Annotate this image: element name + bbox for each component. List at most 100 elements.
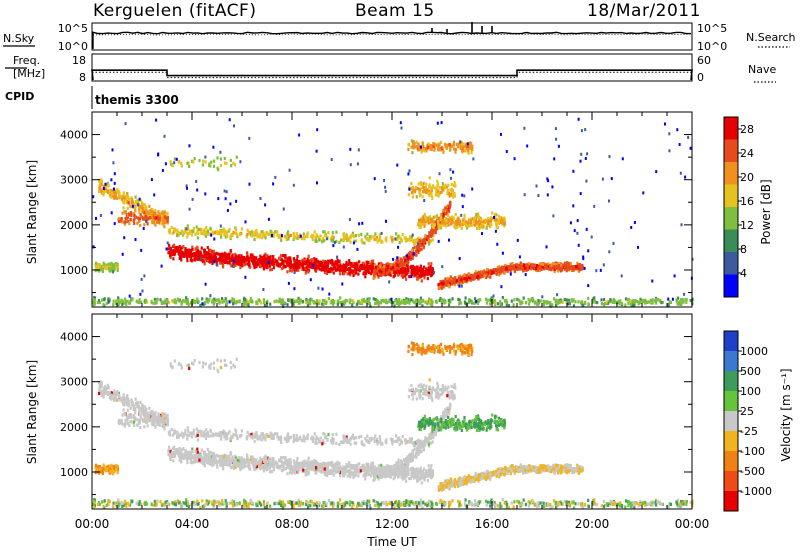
power-noise-cell [576,219,579,223]
power-cell [449,222,452,226]
power-cell [342,300,345,304]
power-cell [501,296,504,300]
power-cell [333,300,336,304]
power-cell [251,299,254,303]
power-cell [412,271,415,275]
power-cell [416,277,419,281]
power-cell [394,263,397,267]
power-cell [379,301,382,305]
power-cell [352,262,355,266]
power-cell [287,235,291,239]
power-cell [454,276,457,280]
power-noise-cell [123,236,126,240]
power-cell [217,300,220,304]
power-cell [408,238,411,242]
power-cell [261,236,264,240]
velocity-cell [130,398,133,402]
power-cell [233,163,236,167]
power-cell [262,260,266,264]
power-cell [432,142,435,146]
power-cell [500,217,503,221]
power-cell [99,268,102,272]
power-cell [191,259,194,263]
power-cell [378,269,381,273]
power-cell [361,267,365,271]
power-noise-cell [330,158,333,161]
power-noise-cell [637,245,639,249]
power-cell [139,213,142,217]
power-cell [360,264,363,268]
power-cell [154,212,157,217]
power-cell [400,258,404,262]
power-cell [246,232,249,236]
power-cell [348,236,351,240]
power-cell [634,299,637,303]
power-cell [447,191,450,195]
power-cell [627,297,630,301]
power-noise-cell [293,271,296,274]
power-cell [446,278,449,282]
power-cell [173,300,176,304]
velocity-cell [100,393,103,397]
power-cell [422,272,425,276]
power-noise-cell [577,243,580,247]
power-cell [680,302,683,306]
power-cell [403,256,406,260]
power-cell [230,258,233,262]
power-cell [376,273,379,277]
power-cell [396,235,399,239]
power-cell [422,148,425,152]
power-noise-cell [416,242,419,246]
power-cell [266,254,269,258]
power-cell [196,227,199,231]
power-cell [417,182,420,186]
power-cell [549,301,552,305]
power-cell [211,251,214,256]
power-cell [182,245,185,249]
power-cell [407,193,410,197]
power-cell [332,239,335,243]
power-noise-cell [684,175,687,179]
power-cell [336,263,339,267]
power-noise-cell [373,177,376,181]
power-cell [516,266,519,270]
power-cell [453,141,456,145]
power-noise-cell [608,199,610,203]
power-cell [629,302,633,306]
power-cell [107,298,110,302]
power-cell [440,212,443,217]
power-cell [403,301,406,305]
power-cell [279,254,283,258]
power-cell [241,257,244,261]
power-cell [404,236,407,240]
power-cell [427,142,430,146]
velocity-cell [122,398,125,402]
power-noise-cell [239,160,242,164]
power-cell [184,298,188,302]
power-noise-cell [412,252,415,256]
power-noise-cell [500,132,502,136]
power-cell [101,268,104,272]
power-cell [429,233,432,237]
power-cell [458,220,461,224]
power-cell [112,266,116,270]
power-cell [252,255,256,259]
power-cell [320,268,323,272]
power-noise-cell [545,245,548,249]
power-cell [96,301,99,305]
power-cell [204,231,207,235]
power-cell [229,158,232,162]
power-cell [345,267,348,271]
power-cell [367,260,370,264]
power-cell [315,299,319,303]
power-noise-cell [671,297,674,301]
power-cell [467,142,470,146]
power-cell [167,251,170,255]
power-cell [292,302,295,306]
power-cell [171,164,174,168]
power-cell [567,264,571,268]
power-cell [102,193,105,197]
power-noise-cell [582,257,585,261]
power-cell [239,263,242,268]
power-cell [269,268,272,272]
